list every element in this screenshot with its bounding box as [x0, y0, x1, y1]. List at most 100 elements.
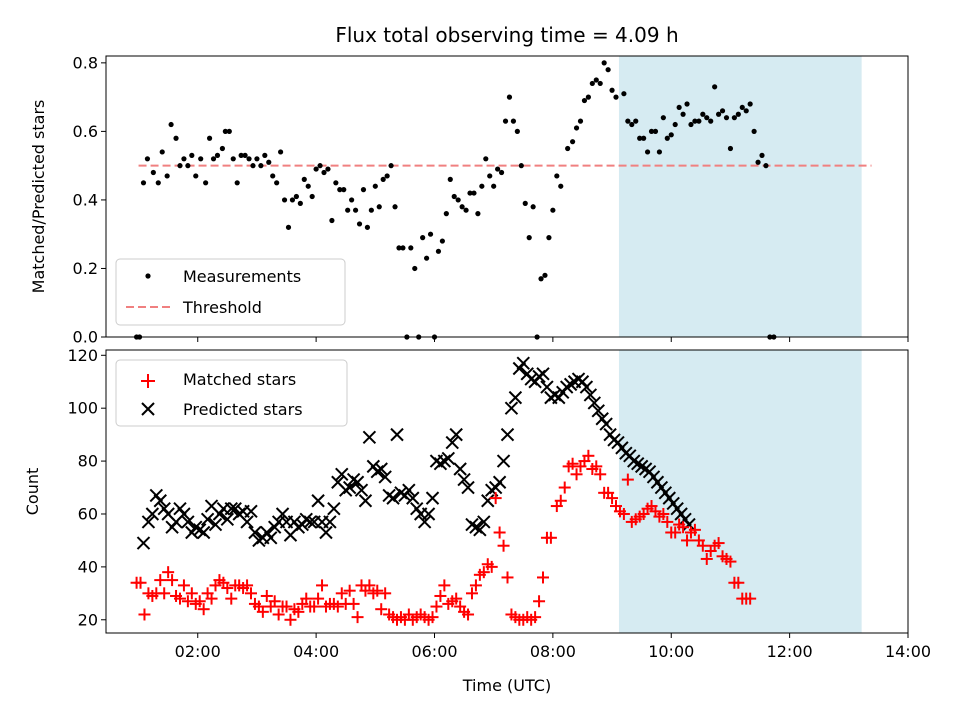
- measurement-point: [514, 128, 520, 134]
- measurement-point: [396, 245, 402, 251]
- matched-star-point: [154, 574, 167, 587]
- measurement-point: [388, 163, 394, 169]
- measurement-point: [609, 87, 615, 93]
- matched-star-point: [669, 526, 682, 539]
- predicted-star-point: [461, 480, 475, 495]
- predicted-star-point: [358, 494, 373, 508]
- figure-title: Flux total observing time = 4.09 h: [335, 23, 678, 47]
- measurement-point: [554, 173, 560, 179]
- measurement-point: [352, 207, 359, 213]
- matched-star-point: [272, 608, 285, 621]
- ratio-y-tick-label: 0.8: [73, 53, 98, 72]
- ratio-legend-box: [115, 258, 346, 326]
- measurement-point: [526, 235, 532, 241]
- measurement-point: [226, 128, 232, 134]
- measurement-point: [712, 84, 718, 90]
- predicted-star-point: [378, 470, 392, 484]
- legend-predicted-label: Predicted stars: [183, 400, 303, 419]
- measurement-point: [424, 255, 430, 261]
- matched-star-point: [181, 595, 194, 608]
- measurement-point: [242, 152, 248, 158]
- measurement-point: [297, 200, 303, 206]
- ratio-legend: Measurements Threshold: [115, 258, 346, 326]
- x-axis-label: Time (UTC): [462, 676, 551, 695]
- measurement-point: [230, 156, 236, 162]
- matched-star-point: [245, 587, 258, 600]
- measurement-point: [293, 193, 299, 200]
- measurement-point: [625, 118, 631, 124]
- matched-star-point: [375, 603, 388, 616]
- measurement-point: [270, 173, 276, 179]
- measurement-point: [597, 80, 603, 87]
- measurement-point: [723, 115, 730, 121]
- matched-star-point: [501, 571, 514, 584]
- measurement-point: [684, 101, 690, 107]
- measurement-point: [360, 187, 367, 193]
- predicted-star-point: [449, 427, 463, 442]
- matched-star-point: [724, 555, 737, 568]
- measurement-point: [601, 60, 607, 66]
- matched-star-point: [617, 507, 630, 520]
- matched-star-point: [594, 468, 607, 481]
- predicted-star-point: [445, 435, 459, 450]
- measurement-point: [680, 111, 686, 117]
- measurement-point: [140, 180, 147, 186]
- matched-star-point: [241, 579, 254, 592]
- measurement-point: [193, 173, 199, 179]
- predicted-star-point: [453, 462, 467, 476]
- measurement-point: [644, 149, 651, 155]
- matched-star-points: [130, 449, 757, 626]
- measurement-point: [656, 149, 663, 155]
- ratio-shaded-interval: [618, 56, 862, 337]
- measurement-point: [715, 111, 722, 117]
- predicted-star-point: [402, 483, 416, 497]
- matched-star-point: [280, 600, 293, 613]
- x-tick-label: 10:00: [648, 642, 694, 661]
- predicted-star-point: [350, 475, 365, 489]
- measurement-point: [727, 145, 734, 152]
- predicted-star-point: [224, 501, 238, 516]
- measurement-point: [451, 193, 457, 200]
- measurement-point: [177, 163, 183, 169]
- measurement-point: [739, 104, 745, 111]
- measurement-point: [329, 217, 335, 224]
- matched-star-point: [621, 473, 634, 486]
- matched-star-point: [477, 566, 490, 579]
- measurement-point: [164, 173, 170, 179]
- legend-matched-label: Matched stars: [183, 370, 296, 389]
- matched-star-point: [166, 574, 179, 587]
- measurement-point: [605, 67, 611, 73]
- measurement-point: [475, 211, 481, 217]
- measurement-point: [356, 221, 363, 227]
- measurement-point: [633, 118, 639, 124]
- predicted-star-point: [457, 472, 471, 487]
- predicted-star-point: [390, 427, 404, 442]
- measurement-point: [447, 176, 453, 182]
- measurement-point: [518, 163, 524, 169]
- measurement-point: [763, 163, 769, 169]
- measurement-point: [364, 224, 371, 230]
- matched-star-point: [363, 579, 376, 592]
- predicted-star-point: [275, 507, 290, 521]
- measurement-point: [168, 121, 174, 128]
- matched-star-point: [438, 579, 451, 592]
- predicted-star-point: [587, 396, 602, 410]
- measurement-point: [274, 180, 280, 186]
- measurement-point: [281, 197, 288, 203]
- counts-y-tick-label: 120: [67, 346, 98, 365]
- measurement-point: [581, 97, 588, 104]
- measurement-point: [629, 121, 635, 128]
- predicted-star-point: [220, 512, 235, 526]
- predicted-star-point: [136, 536, 151, 550]
- measurement-point: [585, 94, 591, 100]
- measurement-point: [246, 156, 252, 162]
- predicted-star-point: [145, 507, 160, 521]
- matched-star-point: [529, 611, 542, 624]
- matched-star-point: [260, 589, 273, 602]
- predicted-star-point: [481, 494, 495, 508]
- measurement-point: [542, 272, 548, 278]
- predicted-star-point: [153, 494, 167, 508]
- matched-star-point: [221, 582, 234, 595]
- measurement-point: [637, 135, 643, 141]
- predicted-star-point: [303, 515, 317, 529]
